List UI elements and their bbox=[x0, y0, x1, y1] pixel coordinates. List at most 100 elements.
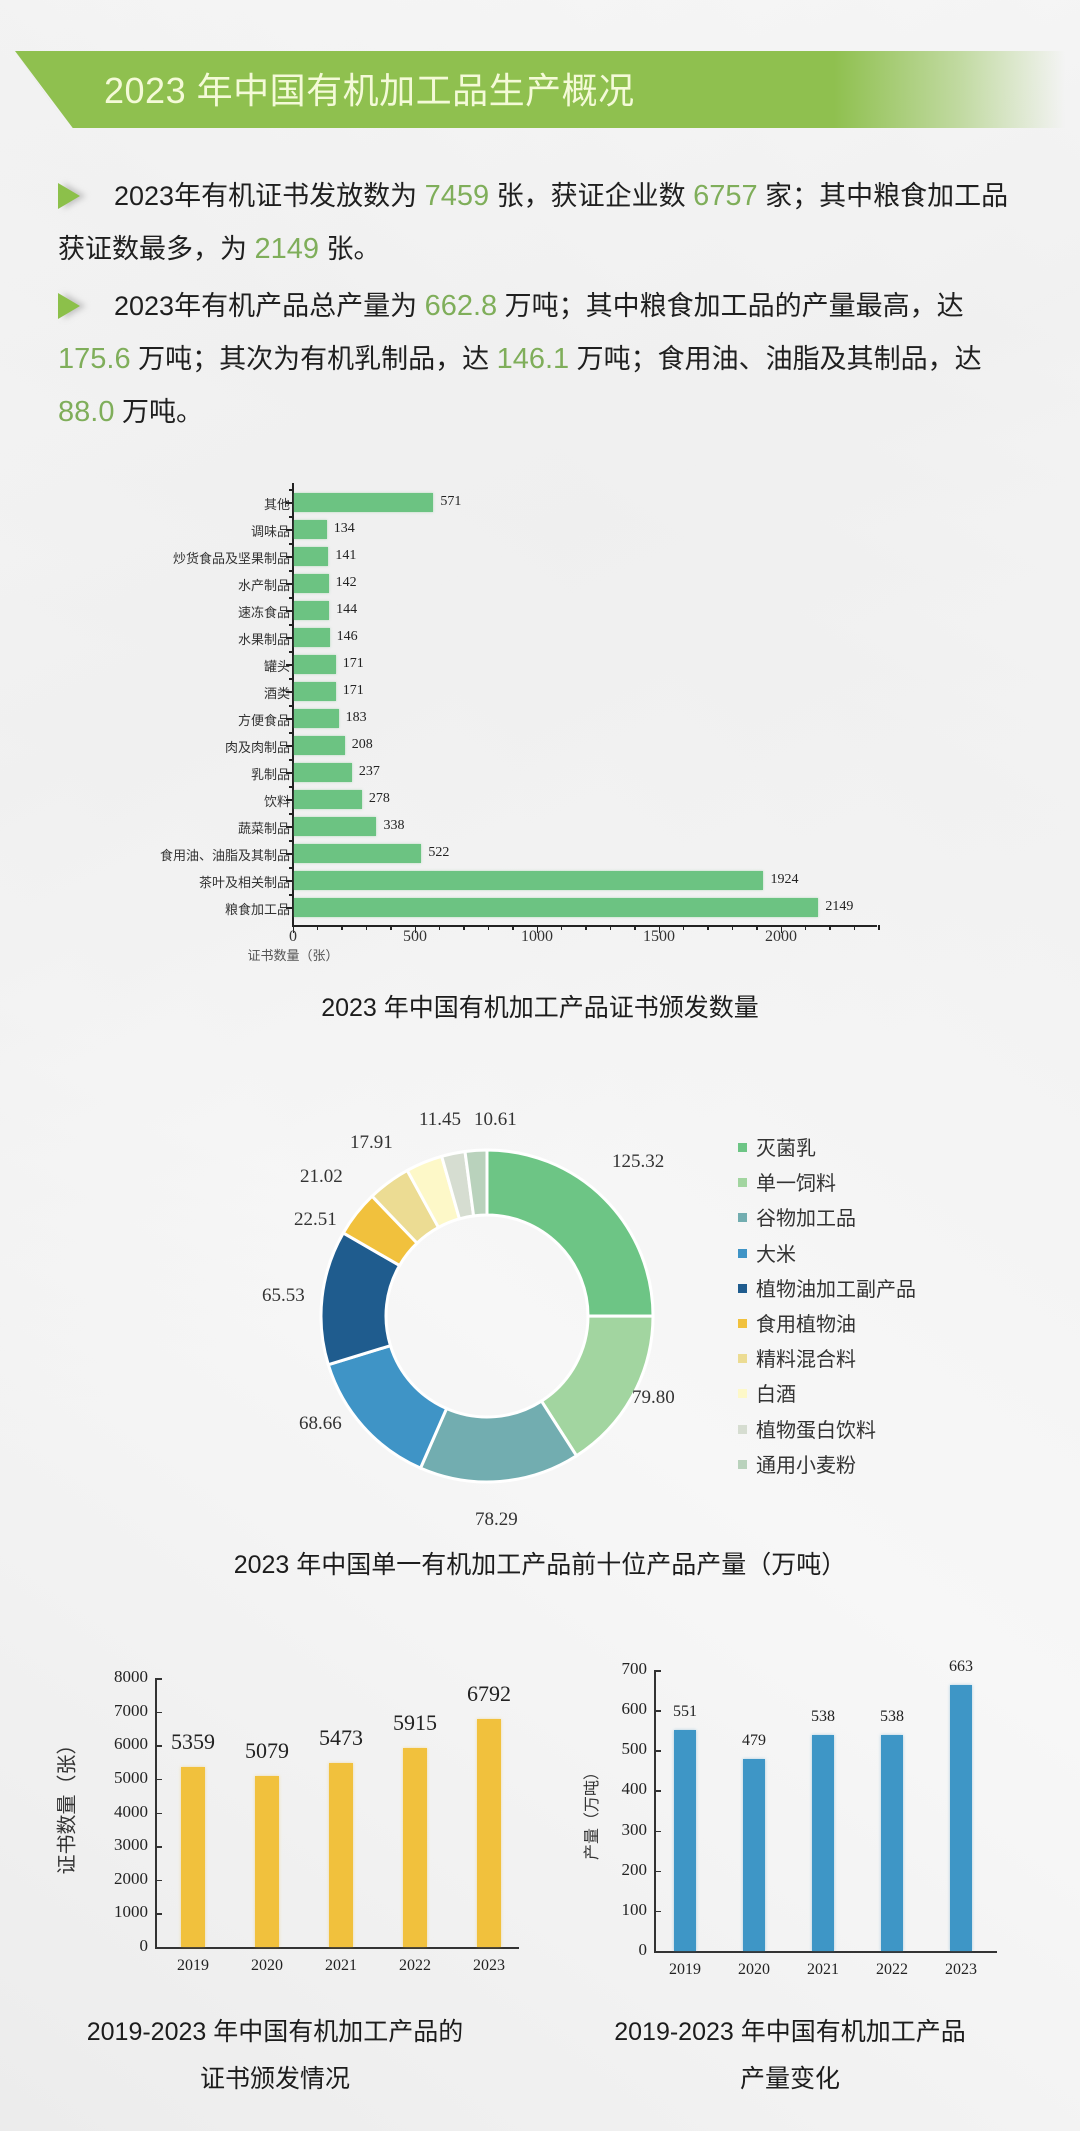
hbar-bar bbox=[294, 682, 336, 701]
x-axis-line bbox=[155, 1947, 519, 1949]
hbar-category-label: 饮料 bbox=[263, 794, 290, 810]
y-tick bbox=[156, 1846, 162, 1848]
hbar-category-label: 调味品 bbox=[250, 524, 290, 540]
hbar-y-tick bbox=[286, 528, 293, 531]
hbar-x-tick bbox=[634, 925, 636, 930]
hbar-y-minor-tick bbox=[289, 489, 293, 491]
legend-label: 植物油加工副产品 bbox=[756, 1276, 916, 1301]
bar-value-label: 479 bbox=[742, 1731, 766, 1749]
y-tick-label: 300 bbox=[621, 1819, 648, 1839]
bar-value-label: 5915 bbox=[393, 1710, 437, 1736]
hbar-bar bbox=[294, 817, 377, 836]
header-banner bbox=[15, 51, 1065, 128]
y-tick bbox=[655, 1951, 661, 1953]
triangle-bullet-icon bbox=[58, 183, 80, 209]
hbar-y-minor-tick bbox=[289, 597, 293, 599]
legend-item: 单一饲料 bbox=[738, 1168, 836, 1198]
hbar-chart-caption: 2023 年中国有机加工产品证书颁发数量 bbox=[321, 994, 759, 1022]
legend-item: 通用小麦粉 bbox=[738, 1450, 856, 1480]
y-tick-label: 1000 bbox=[114, 1902, 148, 1922]
hbar-y-tick bbox=[286, 717, 293, 720]
hbar-category-label: 方便食品 bbox=[237, 713, 290, 729]
y-tick-label: 200 bbox=[621, 1859, 648, 1879]
hbar-y-tick bbox=[286, 879, 293, 882]
hbar-x-tick bbox=[609, 925, 612, 930]
hbar-y-tick bbox=[286, 798, 293, 801]
hbar-y-minor-tick bbox=[289, 840, 293, 842]
hbar-y-tick bbox=[286, 825, 293, 828]
x-tick-label: 2023 bbox=[473, 1957, 505, 1974]
hbar-y-minor-tick bbox=[289, 516, 293, 518]
hbar-x-tick bbox=[756, 925, 758, 930]
triangle-bullet-icon bbox=[58, 293, 80, 319]
donut-value-label: 17.91 bbox=[350, 1132, 393, 1153]
y-tick-label: 500 bbox=[621, 1739, 648, 1759]
hbar-category-label: 酒类 bbox=[263, 686, 290, 702]
hbar-value-label: 142 bbox=[335, 574, 357, 590]
y-tick-label: 8000 bbox=[114, 1667, 148, 1686]
legend-swatch-icon bbox=[738, 1354, 747, 1364]
legend-swatch-icon bbox=[738, 1283, 747, 1293]
hbar-y-tick bbox=[286, 636, 293, 639]
legend-swatch-icon bbox=[738, 1178, 747, 1188]
hbar-category-label: 粮食加工品 bbox=[224, 902, 290, 918]
legend-swatch-icon bbox=[738, 1319, 747, 1328]
donut-value-label: 10.61 bbox=[474, 1109, 517, 1130]
y-tick bbox=[655, 1710, 661, 1712]
hbar-y-minor-tick bbox=[289, 570, 293, 572]
y-tick bbox=[655, 1870, 661, 1873]
hbar-category-label: 水果制品 bbox=[237, 632, 290, 648]
y-tick bbox=[655, 1830, 661, 1833]
y-tick bbox=[156, 1745, 162, 1747]
legend-item: 精料混合料 bbox=[738, 1344, 856, 1374]
bar bbox=[743, 1758, 765, 1951]
y-axis-title: 产量（万吨） bbox=[582, 1764, 601, 1861]
hbar-y-tick bbox=[286, 609, 293, 612]
summary-paragraph-certificates: 2023年有机证书发放数为 7459 张，获证企业数 6757 家；其中粮食加工… bbox=[58, 180, 1009, 265]
y-tick-label: 0 bbox=[139, 1936, 149, 1955]
bar bbox=[255, 1776, 279, 1947]
hbar-x-tick bbox=[487, 925, 490, 930]
hbar-x-tick bbox=[829, 925, 831, 930]
hbar-x-tick bbox=[780, 925, 782, 933]
legend-label: 植物蛋白饮料 bbox=[756, 1417, 876, 1442]
hbar-value-label: 134 bbox=[333, 520, 355, 536]
hbar-category-label: 蔬菜制品 bbox=[237, 821, 290, 837]
hbar-value-label: 146 bbox=[336, 628, 358, 644]
hbar-y-minor-tick bbox=[289, 813, 293, 815]
hbar-y-minor-tick bbox=[289, 543, 293, 545]
hbar-y-tick bbox=[286, 663, 293, 666]
y-tick bbox=[156, 1879, 162, 1882]
hbar-y-minor-tick bbox=[289, 678, 293, 680]
hbar-x-tick bbox=[853, 925, 856, 930]
x-tick-label: 2020 bbox=[251, 1957, 283, 1974]
hbar-x-tick bbox=[560, 925, 563, 930]
hbar-y-minor-tick bbox=[289, 624, 293, 626]
bar bbox=[674, 1729, 696, 1951]
donut-chart-caption: 2023 年中国单一有机加工产品前十位产品产量（万吨） bbox=[233, 1551, 847, 1579]
hbar-value-label: 338 bbox=[383, 817, 405, 833]
hbar-value-label: 208 bbox=[351, 736, 373, 752]
hbar-bar bbox=[294, 844, 422, 863]
y-tick bbox=[655, 1910, 661, 1913]
output-trend-caption-line1: 2019-2023 年中国有机加工产品 bbox=[614, 2018, 966, 2046]
hbar-x-tick-label: 1500 bbox=[643, 928, 675, 945]
hbar-y-minor-tick bbox=[289, 894, 293, 896]
hbar-y-minor-tick bbox=[289, 786, 293, 788]
y-axis-line bbox=[654, 1670, 656, 1952]
hbar-bar bbox=[294, 601, 330, 620]
legend-swatch-icon bbox=[738, 1213, 747, 1223]
y-tick-label: 700 bbox=[621, 1659, 648, 1678]
x-tick-label: 2022 bbox=[876, 1961, 908, 1978]
hbar-x-tick bbox=[804, 925, 807, 930]
bar-value-label: 538 bbox=[880, 1708, 904, 1726]
bar bbox=[329, 1762, 353, 1947]
hbar-category-label: 其他 bbox=[263, 497, 290, 513]
hbar-x-tick bbox=[438, 925, 441, 930]
legend-label: 谷物加工品 bbox=[756, 1206, 856, 1231]
y-tick bbox=[156, 1812, 162, 1814]
legend-item: 食用植物油 bbox=[738, 1309, 856, 1339]
hbar-x-tick bbox=[731, 925, 734, 930]
legend-label: 大米 bbox=[756, 1241, 796, 1266]
x-axis-line bbox=[654, 1951, 997, 1953]
